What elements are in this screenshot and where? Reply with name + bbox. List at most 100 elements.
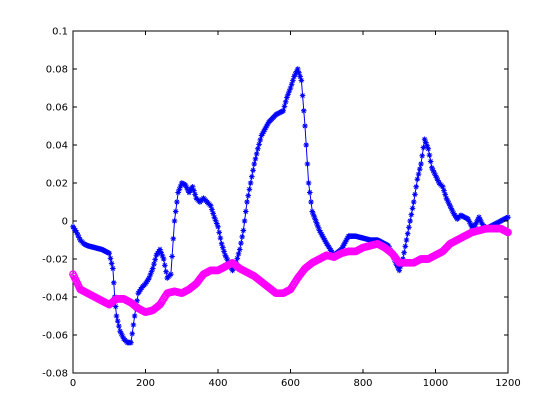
data-point [128, 339, 134, 346]
data-point [209, 206, 215, 213]
data-point [245, 192, 252, 199]
data-point [215, 223, 221, 230]
x-tick-label: 1200 [495, 378, 520, 389]
data-point [234, 255, 241, 262]
data-point [213, 220, 220, 227]
data-point [73, 229, 80, 236]
data-point [311, 214, 318, 220]
data-point [211, 214, 218, 220]
data-point [472, 222, 479, 228]
data-point [401, 249, 407, 256]
series-layer [69, 66, 512, 346]
data-point [257, 137, 264, 143]
data-point [302, 123, 308, 129]
data-point [396, 267, 403, 274]
series-1 [70, 66, 511, 346]
data-point [260, 128, 267, 135]
x-tick-label: 200 [136, 378, 155, 389]
data-point [409, 205, 416, 212]
data-point [262, 125, 269, 131]
data-point [315, 224, 322, 231]
data-point [130, 322, 137, 328]
data-point [116, 323, 122, 329]
data-point [305, 180, 312, 186]
data-point [300, 108, 307, 114]
data-point [163, 268, 169, 275]
data-point [287, 85, 294, 91]
y-tick-label: 0.06 [46, 103, 68, 114]
data-point [410, 199, 417, 205]
data-point [210, 210, 216, 217]
data-point [110, 279, 117, 286]
data-point [146, 275, 152, 281]
data-point [220, 244, 226, 251]
data-point [218, 241, 225, 247]
data-point [426, 152, 433, 158]
data-point [224, 257, 231, 264]
data-point [184, 187, 191, 193]
data-point [505, 214, 511, 220]
data-point [402, 243, 409, 250]
data-point [281, 103, 288, 110]
data-point [207, 203, 214, 209]
data-point [239, 234, 245, 240]
x-tick-label: 600 [281, 378, 300, 389]
data-point [222, 252, 229, 258]
data-point [293, 68, 300, 75]
data-point [466, 218, 473, 225]
data-point [192, 191, 198, 198]
data-point [221, 248, 227, 255]
data-point [424, 142, 430, 149]
data-point [416, 166, 423, 172]
data-point [317, 229, 324, 236]
data-point [318, 231, 325, 238]
data-point [307, 189, 313, 196]
data-point [250, 167, 256, 174]
data-point [238, 240, 244, 246]
data-point [235, 251, 242, 257]
data-point [244, 199, 250, 205]
data-point [421, 136, 428, 143]
y-axis: -0.08 -0.06 -0.04 -0.02 0 0.02 0.04 0.06 0.08 0.1 [42, 27, 508, 380]
data-point [406, 224, 412, 231]
y-tick-label: 0.08 [46, 65, 68, 76]
data-point [157, 246, 163, 253]
data-point [297, 73, 303, 80]
data-point [261, 127, 268, 133]
data-point [443, 195, 450, 201]
data-point [431, 170, 438, 176]
data-point [339, 244, 346, 251]
data-point [319, 233, 326, 239]
data-point [448, 205, 455, 212]
data-point [152, 256, 158, 263]
data-point [191, 187, 197, 194]
data-point [256, 141, 262, 148]
data-point [108, 260, 115, 267]
data-point [251, 161, 258, 167]
data-point [242, 208, 249, 215]
data-point [310, 211, 317, 218]
data-point [413, 184, 419, 190]
data-point [106, 250, 113, 257]
data-point [158, 249, 165, 256]
data-point [292, 71, 299, 77]
data-point [313, 219, 320, 226]
data-point [216, 229, 223, 236]
data-point [395, 265, 401, 271]
data-point [170, 235, 177, 242]
data-point [478, 219, 485, 226]
data-point [447, 203, 453, 209]
data-point [76, 234, 82, 241]
data-point [473, 219, 480, 226]
y-tick-label: -0.08 [42, 369, 68, 380]
data-point [151, 261, 157, 267]
data-point [320, 235, 327, 241]
data-point [285, 91, 291, 98]
data-point [263, 123, 270, 129]
data-point [445, 200, 452, 207]
data-point [418, 161, 424, 167]
x-tick-label: 1000 [423, 378, 448, 389]
x-axis: 0 200 400 600 800 1000 1200 [70, 31, 521, 389]
data-point [433, 175, 440, 181]
